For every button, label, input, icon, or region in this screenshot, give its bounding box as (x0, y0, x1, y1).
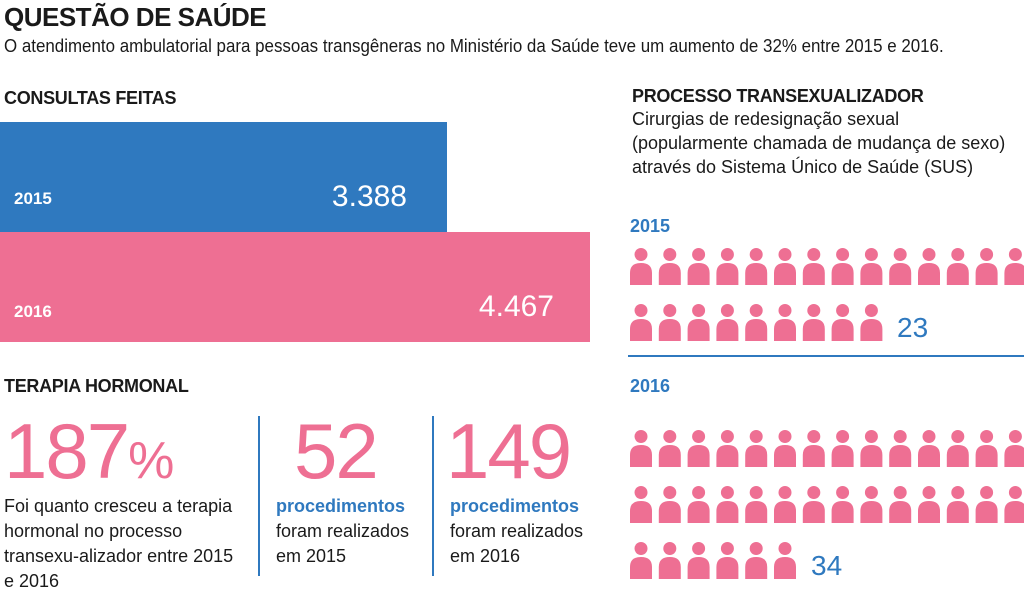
group-year-2015: 2015 (630, 216, 671, 236)
growth-description: Foi quanto cresceu a terapia hormonal no… (4, 496, 234, 591)
group-year-2016: 2016 (630, 376, 671, 396)
person-icon (716, 248, 739, 285)
person-icon (802, 486, 825, 523)
stat-2016-desc: procedimentos foram realizados em 2016 (450, 494, 600, 569)
person-icon (630, 304, 652, 341)
person-icon (774, 542, 796, 579)
person-icon (831, 304, 854, 341)
consultas-heading: CONSULTAS FEITAS (4, 88, 177, 108)
stat-2015-desc: procedimentos foram realizados em 2015 (276, 494, 426, 569)
person-icon (774, 248, 796, 285)
person-icon (860, 304, 883, 341)
bar-year-label-2016: 2016 (14, 302, 52, 321)
person-icon (630, 542, 652, 579)
person-icon (630, 486, 652, 523)
divider-2 (432, 416, 434, 576)
person-icon (946, 486, 969, 523)
person-icon (1004, 486, 1024, 523)
person-icon (889, 430, 912, 467)
person-icon (1004, 430, 1024, 467)
person-icon (946, 248, 969, 285)
person-icon (687, 304, 710, 341)
person-icon (745, 542, 768, 579)
person-icon (658, 304, 681, 341)
processo-description: Cirurgias de redesignação sexual (popula… (632, 109, 1006, 177)
group-count-2015: 23 (897, 312, 929, 343)
processo-heading: PROCESSO TRANSEXUALIZADOR (632, 86, 924, 106)
bar-value-label-2015: 3.388 (331, 180, 407, 213)
bar-year-label-2015: 2015 (14, 189, 52, 208)
growth-percent: 187% (4, 412, 174, 491)
person-icon (860, 430, 883, 467)
person-icon (889, 248, 912, 285)
pictogram-chart (630, 248, 1024, 579)
person-icon (745, 486, 768, 523)
person-icon (687, 486, 710, 523)
person-icon (658, 430, 681, 467)
person-icon (975, 248, 998, 285)
person-icon (716, 486, 739, 523)
person-icon (716, 430, 739, 467)
person-icon (918, 430, 940, 467)
group-count-2016: 34 (811, 550, 843, 581)
person-icon (630, 430, 652, 467)
person-icon (745, 248, 768, 285)
person-icon (716, 542, 739, 579)
person-icon (975, 430, 998, 467)
person-icon (918, 486, 940, 523)
stat-2016-text: foram realizados em 2016 (450, 521, 584, 566)
page-title: QUESTÃO DE SAÚDE (4, 2, 267, 32)
stat-2016-number: 149 (446, 407, 572, 495)
group-divider (628, 355, 1024, 357)
bar-2015: 2015 3.388 (0, 122, 447, 232)
terapia-heading: TERAPIA HORMONAL (4, 376, 189, 396)
growth-unit: % (128, 432, 175, 490)
person-icon (860, 486, 883, 523)
divider-1 (258, 416, 260, 576)
stat-2015-bold: procedimentos (276, 496, 406, 516)
person-icon (774, 304, 796, 341)
person-icon (802, 248, 825, 285)
person-icon (831, 486, 854, 523)
bar-value-label-2016: 4.467 (478, 290, 554, 323)
person-icon (831, 430, 854, 467)
person-icon (889, 486, 912, 523)
person-icon (687, 430, 710, 467)
bar-2016: 2016 4.467 (0, 232, 590, 342)
stat-2015-number: 52 (294, 407, 379, 495)
person-icon (658, 542, 681, 579)
person-icon (802, 304, 825, 341)
person-icon (975, 486, 998, 523)
person-icon (716, 304, 739, 341)
person-icon (658, 486, 681, 523)
person-icon (1004, 248, 1024, 285)
person-icon (745, 304, 768, 341)
person-icon (802, 430, 825, 467)
person-icon (774, 430, 796, 467)
person-icon (774, 486, 796, 523)
person-icon (946, 430, 969, 467)
stat-2016-bold: procedimentos (450, 496, 580, 516)
person-icon (860, 248, 883, 285)
person-icon (831, 248, 854, 285)
person-icon (658, 248, 681, 285)
growth-number: 187 (4, 407, 130, 495)
person-icon (630, 248, 652, 285)
person-icon (687, 248, 710, 285)
stat-2015-text: foram realizados em 2015 (276, 521, 410, 566)
page-subtitle: O atendimento ambulatorial para pessoas … (4, 36, 944, 56)
person-icon (687, 542, 710, 579)
person-icon (745, 430, 768, 467)
person-icon (918, 248, 940, 285)
